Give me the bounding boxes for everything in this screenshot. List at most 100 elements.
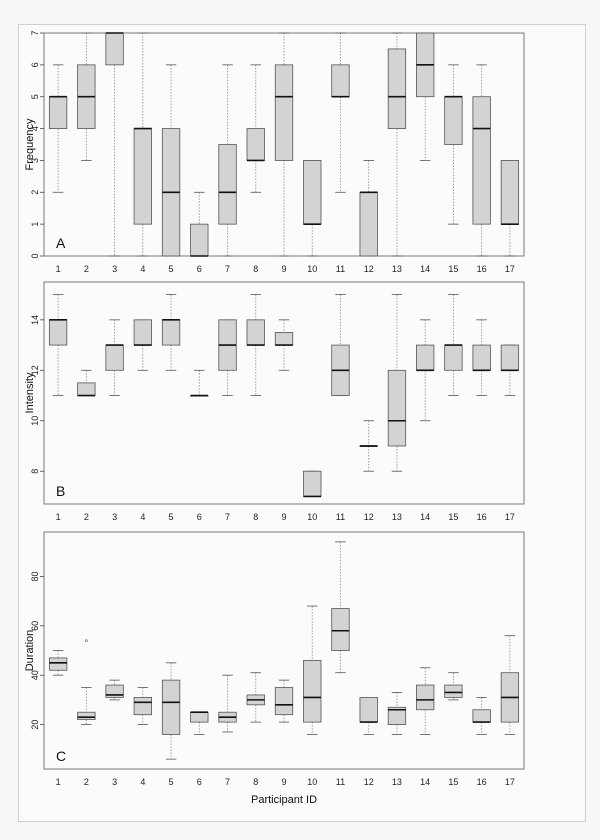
box xyxy=(444,344,463,371)
box xyxy=(133,319,152,346)
x-tick-label: 10 xyxy=(307,777,317,787)
x-tick-label: 3 xyxy=(112,777,117,787)
box xyxy=(105,32,124,66)
x-tick-label: 11 xyxy=(336,777,345,787)
box xyxy=(274,687,294,716)
box xyxy=(416,344,435,371)
box xyxy=(472,709,491,723)
panel-letter: C xyxy=(56,748,66,764)
x-tick-label: 14 xyxy=(420,264,430,274)
x-tick-label: 12 xyxy=(364,512,374,522)
box xyxy=(133,697,152,716)
y-tick-label: 4 xyxy=(30,126,40,131)
box xyxy=(472,96,491,225)
x-tick-label: 10 xyxy=(307,512,317,522)
plot-frame-B xyxy=(43,281,525,505)
x-tick-label: 9 xyxy=(281,264,286,274)
box xyxy=(387,369,407,447)
figure-page: 0 1 2 3 4 5 6 7 Frequency 1 2 3 4 5 6 7 8 9 10 11 12 13 14 15 16… xyxy=(18,24,586,822)
x-tick-label: 2 xyxy=(84,264,89,274)
x-tick-label: 4 xyxy=(140,512,145,522)
x-tick-label: 5 xyxy=(169,777,174,787)
x-tick-label: 7 xyxy=(225,777,230,787)
x-tick-label: 1 xyxy=(56,264,61,274)
box xyxy=(444,684,463,698)
x-tick-label: 4 xyxy=(140,264,145,274)
x-tick-label: 1 xyxy=(56,512,61,522)
x-tick-label: 15 xyxy=(448,512,458,522)
x-tick-label: 15 xyxy=(448,777,458,787)
box xyxy=(77,711,96,721)
x-tick-label: 6 xyxy=(197,777,202,787)
y-tick-label: 10 xyxy=(30,416,40,426)
x-tick-label: 17 xyxy=(505,264,515,274)
box xyxy=(359,697,378,723)
x-tick-label: 3 xyxy=(112,512,117,522)
x-tick-label: 8 xyxy=(253,264,258,274)
box xyxy=(246,128,265,161)
box xyxy=(500,344,520,371)
y-tick-label: 14 xyxy=(30,315,40,325)
box xyxy=(246,319,265,346)
x-tick-label: 2 xyxy=(84,777,89,787)
y-tick-label: 40 xyxy=(30,670,40,680)
y-tick-label: 60 xyxy=(30,621,40,631)
box xyxy=(274,64,294,161)
x-tick-label: 13 xyxy=(392,777,402,787)
box xyxy=(190,711,209,723)
box xyxy=(303,160,322,225)
box xyxy=(416,684,435,711)
box xyxy=(331,64,350,98)
panel-letter: A xyxy=(56,235,66,251)
y-axis-label: Duration xyxy=(24,630,36,672)
y-tick-label: 5 xyxy=(30,94,40,99)
x-axis-label: Participant ID xyxy=(251,794,317,806)
box xyxy=(303,659,322,723)
y-tick-label: 80 xyxy=(30,571,40,581)
x-tick-label: 8 xyxy=(253,512,258,522)
outlier-point xyxy=(85,639,88,642)
x-tick-label: 1 xyxy=(56,777,61,787)
x-tick-label: 10 xyxy=(307,264,317,274)
box xyxy=(218,144,237,225)
x-tick-label: 9 xyxy=(281,512,286,522)
box xyxy=(444,96,463,145)
plot-frame-C xyxy=(43,531,525,770)
x-tick-label: 14 xyxy=(420,777,430,787)
y-axis-label: Intensity xyxy=(24,372,36,413)
x-tick-label: 11 xyxy=(336,264,345,274)
box xyxy=(331,608,350,651)
box xyxy=(48,657,68,671)
x-tick-label: 16 xyxy=(477,777,487,787)
box xyxy=(359,191,378,257)
box xyxy=(48,319,68,346)
y-axis-label: Frequency xyxy=(24,118,36,170)
x-tick-label: 11 xyxy=(336,512,345,522)
x-tick-label: 5 xyxy=(169,512,174,522)
x-tick-label: 17 xyxy=(505,512,515,522)
box xyxy=(303,470,322,497)
box xyxy=(161,319,181,346)
box xyxy=(161,679,181,735)
x-tick-label: 4 xyxy=(140,777,145,787)
y-tick-label: 0 xyxy=(30,253,40,258)
x-tick-label: 12 xyxy=(364,264,374,274)
y-tick-label: 3 xyxy=(30,158,40,163)
y-tick-label: 2 xyxy=(30,190,40,195)
x-tick-label: 2 xyxy=(84,512,89,522)
box xyxy=(190,223,209,257)
box xyxy=(387,706,407,725)
box xyxy=(387,48,407,129)
x-tick-label: 6 xyxy=(197,512,202,522)
box xyxy=(472,344,491,371)
x-tick-label: 5 xyxy=(169,264,174,274)
x-tick-label: 9 xyxy=(281,777,286,787)
box xyxy=(274,332,294,346)
x-tick-label: 15 xyxy=(448,264,458,274)
x-tick-label: 14 xyxy=(420,512,430,522)
x-tick-label: 17 xyxy=(505,777,515,787)
x-tick-label: 12 xyxy=(364,777,374,787)
x-tick-label: 16 xyxy=(477,512,487,522)
y-tick-label: 20 xyxy=(30,720,40,730)
